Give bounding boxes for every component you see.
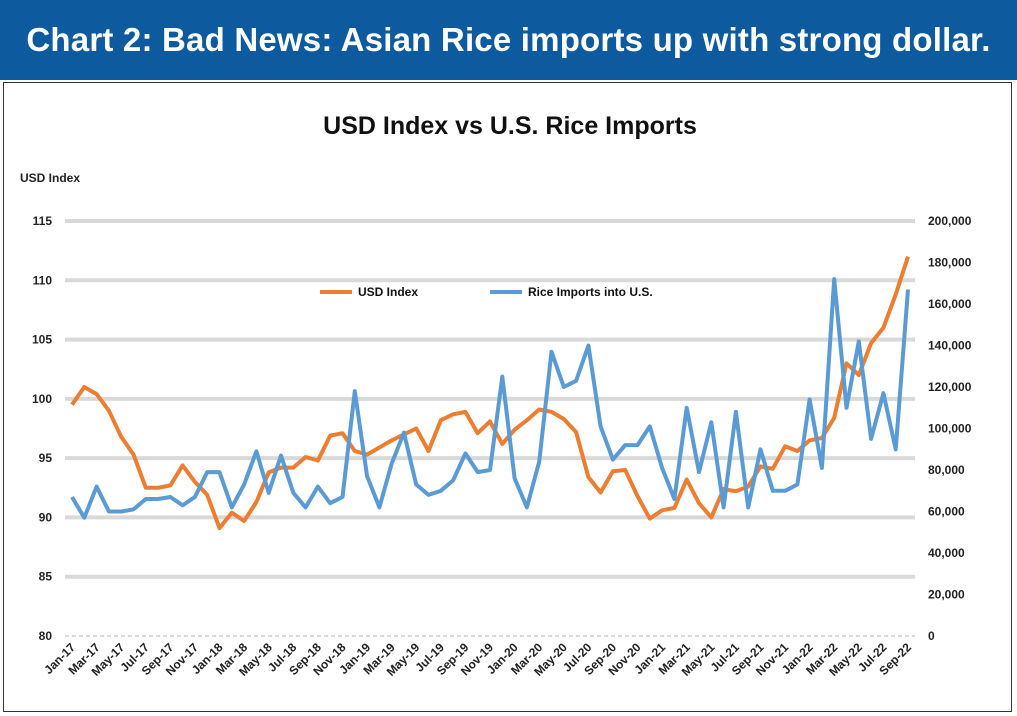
y-tick-label: 105: [32, 333, 52, 347]
legend-label-rice: Rice Imports into U.S.: [528, 285, 653, 299]
chart-title: USD Index vs U.S. Rice Imports: [323, 112, 697, 140]
y2-tick-label: 100,000: [928, 422, 972, 436]
y2-tick-label: 20,000: [928, 588, 965, 602]
y2-tick-label: 80,000: [928, 463, 965, 477]
y-tick-label: 115: [33, 214, 53, 228]
y2-tick-label: 120,000: [928, 380, 972, 394]
y2-tick-label: 160,000: [928, 297, 972, 311]
y-tick-label: 100: [32, 392, 52, 406]
y2-tick-label: 140,000: [928, 339, 972, 353]
legend: USD Index Rice Imports into U.S.: [320, 285, 653, 299]
y2-tick-label: 40,000: [928, 546, 965, 560]
y2-tick-label: 60,000: [928, 505, 965, 519]
y-tick-label: 95: [39, 451, 53, 465]
y2-tick-label: 180,000: [928, 256, 972, 270]
rice-imports-line: [70, 277, 910, 520]
legend-label-usd: USD Index: [358, 285, 418, 299]
y-tick-label: 90: [39, 510, 53, 524]
y-tick-label: 80: [39, 629, 53, 643]
y-tick-label: 110: [33, 273, 53, 287]
chart-frame: [3, 82, 1012, 712]
y2-tick-label: 200,000: [928, 214, 972, 228]
header-banner: Chart 2: Bad News: Asian Rice imports up…: [0, 0, 1017, 80]
y-tick-label: 85: [39, 570, 53, 584]
y2-tick-label: 0: [928, 629, 935, 643]
y-axis-label: USD Index: [20, 171, 80, 185]
usd-index-line: [70, 255, 910, 531]
